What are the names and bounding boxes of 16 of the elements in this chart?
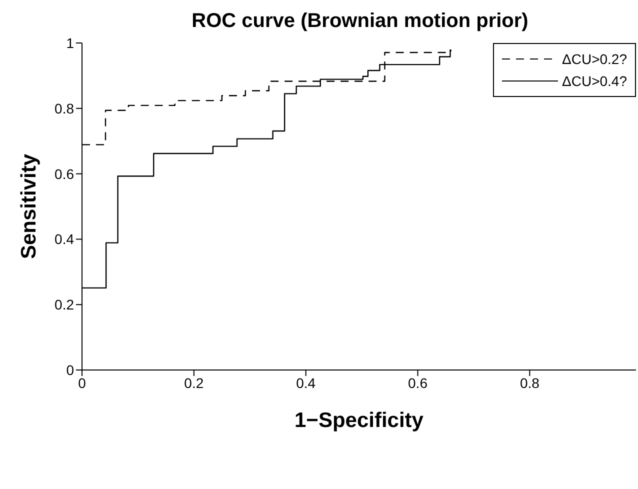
y-axis-title: Sensitivity [17,154,40,260]
x-tick-label: 0.8 [520,374,540,391]
x-tick-label: 0.6 [408,374,428,391]
y-tick-label: 0.4 [54,231,74,248]
x-tick-label: 0.4 [296,374,316,391]
y-tick-label: 0.6 [54,166,74,182]
legend-label: ΔCU>0.2? [562,51,627,67]
y-tick-label: 0.2 [54,296,74,313]
y-tick-label: 1 [66,34,74,51]
x-axis-title: 1−Specificity [294,409,424,432]
chart-title: ROC curve (Brownian motion prior) [190,10,530,33]
x-tick-label: 0 [78,374,86,391]
x-tick-label: 0.2 [184,374,204,391]
y-tick-label: 0 [66,362,74,378]
y-tick-label: 0.8 [54,100,74,116]
legend-label: ΔCU>0.4? [562,73,627,89]
